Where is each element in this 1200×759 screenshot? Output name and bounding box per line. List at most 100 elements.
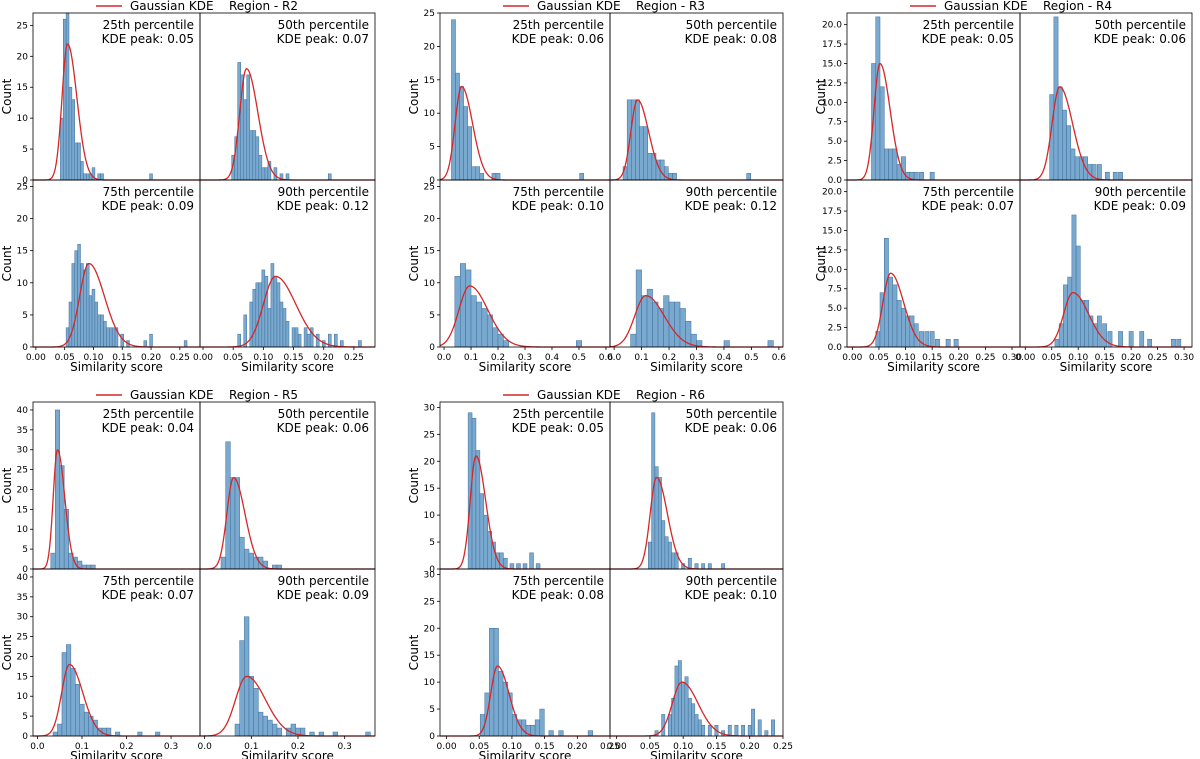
y-axis-title: Count xyxy=(0,634,14,670)
histogram-bar xyxy=(945,338,951,348)
histogram-bar xyxy=(471,417,477,570)
histogram-bar xyxy=(272,723,278,737)
x-tick-label: 0.15 xyxy=(1095,353,1115,363)
kde-peak-label: KDE peak: 0.06 xyxy=(1094,32,1186,46)
x-tick-label: 0.30 xyxy=(1174,353,1194,363)
histogram-bar xyxy=(1128,331,1134,348)
x-tick-label: 0.05 xyxy=(55,353,75,363)
x-tick-label: 0.00 xyxy=(437,742,457,752)
x-tick-label: 0.1 xyxy=(244,742,258,752)
histogram-bar xyxy=(741,724,745,737)
x-tick-label: 0.05 xyxy=(223,353,243,363)
histogram-bar xyxy=(258,711,264,737)
histogram-bar xyxy=(1062,109,1067,181)
histogram-bar xyxy=(694,714,699,737)
histogram-bar xyxy=(639,126,644,181)
histogram-bar xyxy=(535,563,541,570)
y-tick-label: 15 xyxy=(17,672,28,682)
histogram-bar xyxy=(657,477,662,570)
percentile-label: 50th percentile xyxy=(686,18,777,32)
y-tick-label: 25 xyxy=(424,597,435,607)
histogram-bar xyxy=(71,99,76,181)
histogram-bar xyxy=(62,18,67,181)
histogram-bar xyxy=(94,301,99,348)
histogram-bar xyxy=(451,19,456,181)
histogram-bar xyxy=(1070,148,1076,181)
x-tick-label: 0.15 xyxy=(922,353,942,363)
x-tick-label: 0.3 xyxy=(338,742,352,752)
x-tick-label: 0.5 xyxy=(572,353,586,363)
histogram-bar xyxy=(516,563,521,570)
histogram-bar xyxy=(459,86,464,181)
y-tick-label: 20.0 xyxy=(822,21,842,31)
x-tick-label: 0.10 xyxy=(1068,353,1088,363)
histogram-bar xyxy=(88,295,93,348)
y-tick-label: 15 xyxy=(424,651,435,661)
histogram-bar xyxy=(471,166,477,181)
kde-peak-label: KDE peak: 0.08 xyxy=(512,588,604,602)
x-tick-label: 0.10 xyxy=(896,353,916,363)
histogram-bar xyxy=(264,276,269,348)
histogram-bar xyxy=(249,130,254,181)
region-label: Region - R3 xyxy=(636,0,705,13)
x-tick-label: 0.2 xyxy=(662,353,676,363)
histogram-bar xyxy=(723,340,730,348)
x-tick-label: 0.10 xyxy=(673,742,693,752)
histogram-bar xyxy=(183,340,188,348)
histogram-bar xyxy=(83,269,87,348)
kde-curve xyxy=(610,476,783,570)
y-tick-label: 10 xyxy=(17,279,29,289)
percentile-label: 90th percentile xyxy=(278,185,369,199)
histogram-bar xyxy=(929,171,935,181)
histogram-bar xyxy=(486,314,493,348)
histogram-bar xyxy=(255,282,260,348)
x-axis-title-right: Similarity score xyxy=(1060,360,1153,374)
histogram-bar xyxy=(285,173,290,181)
histogram-bar xyxy=(667,714,672,737)
histogram-bar xyxy=(282,308,287,348)
histogram-bar xyxy=(539,708,545,737)
y-tick-label: 15 xyxy=(424,484,435,494)
histogram-bar xyxy=(83,173,87,181)
y-tick-label: 15 xyxy=(424,247,435,257)
kde-peak-label: KDE peak: 0.06 xyxy=(277,421,369,435)
x-tick-label: 0.4 xyxy=(717,353,732,363)
histogram-bar xyxy=(771,719,775,737)
kde-peak-label: KDE peak: 0.06 xyxy=(685,421,777,435)
histogram-bar xyxy=(237,333,241,348)
y-tick-label: 25 xyxy=(424,9,435,19)
histogram-bar xyxy=(483,514,488,570)
histogram-bar xyxy=(674,301,681,348)
histogram-bar xyxy=(315,333,320,348)
x-tick-label: 0.2 xyxy=(291,742,305,752)
y-axis-title: Count xyxy=(814,78,828,114)
histogram-bar xyxy=(667,541,672,570)
x-tick-label: 0.20 xyxy=(567,742,587,752)
legend-kde-label: Gaussian KDE xyxy=(537,388,621,402)
y-tick-label: 5 xyxy=(429,705,435,715)
histogram-bar xyxy=(475,450,481,570)
kde-peak-label: KDE peak: 0.07 xyxy=(102,588,194,602)
y-tick-label: 25 xyxy=(17,182,28,192)
histogram-bar xyxy=(454,276,461,348)
y-axis-title: Count xyxy=(407,245,421,281)
x-axis-title-right: Similarity score xyxy=(650,360,743,374)
histogram-bar xyxy=(579,173,584,181)
legend-kde-label: Gaussian KDE xyxy=(130,388,214,402)
histogram-bar xyxy=(884,148,889,181)
histogram-bar xyxy=(475,166,481,181)
histogram-bar xyxy=(751,708,755,737)
y-tick-label: 35 xyxy=(17,426,28,436)
histogram-bar xyxy=(273,276,278,348)
histogram-bar xyxy=(674,665,679,737)
histogram-bar xyxy=(306,333,311,348)
y-tick-label: 25 xyxy=(17,466,28,476)
histogram-bar xyxy=(1066,125,1072,181)
histogram-bar xyxy=(1112,171,1118,181)
